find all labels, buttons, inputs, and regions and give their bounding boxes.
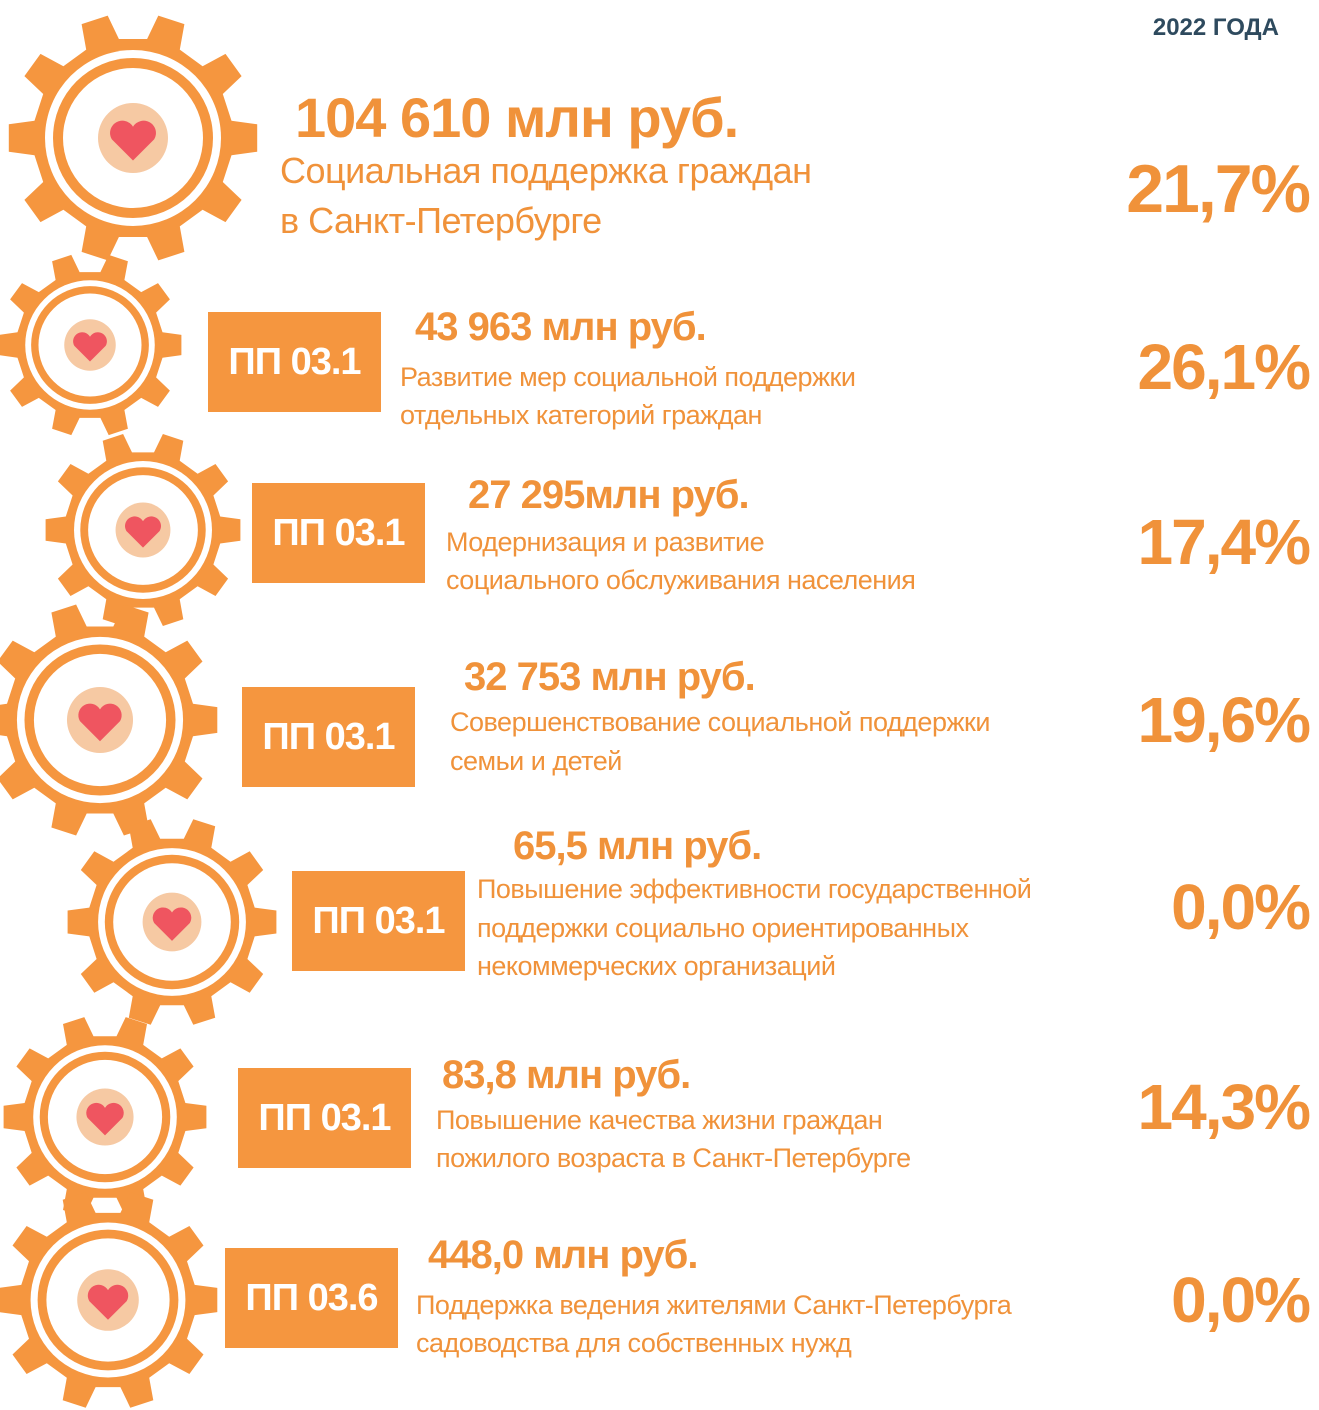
description-line: Социальная поддержка граждан: [280, 150, 812, 192]
amount: 43 963 млн руб.: [415, 305, 706, 350]
description-line: Развитие мер социальной поддержки: [400, 362, 855, 393]
gear-layer: [0, 0, 1319, 1410]
description-line: Повышение качества жизни граждан: [436, 1105, 882, 1136]
program-code: ПП 03.1: [292, 871, 465, 971]
percent: 14,3%: [1138, 1070, 1309, 1144]
percent: 0,0%: [1171, 1263, 1309, 1337]
description-line: Модернизация и развитие: [446, 527, 764, 558]
amount: 27 295млн руб.: [468, 473, 749, 518]
amount: 104 610 млн руб.: [295, 85, 738, 150]
program-code: ПП 03.1: [242, 687, 415, 787]
period-header: 2022 ГОДА: [1153, 14, 1279, 42]
program-code: ПП 03.1: [238, 1068, 411, 1168]
description-line: семьи и детей: [450, 746, 622, 777]
program-code: ПП 03.1: [252, 483, 425, 583]
description-line: некоммерческих организаций: [477, 951, 835, 982]
description-line: поддержки социально ориентированных: [477, 913, 968, 944]
description-line: Поддержка ведения жителями Санкт-Петербу…: [416, 1290, 1011, 1321]
description-line: Повышение эффективности государственной: [477, 874, 1031, 905]
program-code: ПП 03.1: [208, 312, 381, 412]
percent: 21,7%: [1126, 150, 1309, 228]
description-line: садоводства для собственных нужд: [416, 1328, 851, 1359]
percent: 0,0%: [1171, 870, 1309, 944]
infographic: 2022 ГОДА 104 610 млн руб.Социальная под…: [0, 0, 1319, 1410]
amount: 32 753 млн руб.: [464, 655, 755, 700]
percent: 26,1%: [1138, 330, 1309, 404]
description-line: отдельных категорий граждан: [400, 400, 762, 431]
description-line: социального обслуживания населения: [446, 565, 915, 596]
amount: 448,0 млн руб.: [428, 1233, 697, 1278]
percent: 19,6%: [1138, 683, 1309, 757]
amount: 83,8 млн руб.: [442, 1053, 690, 1098]
description-line: пожилого возраста в Санкт-Петербурге: [436, 1143, 911, 1174]
description-line: Совершенствование социальной поддержки: [450, 707, 990, 738]
amount: 65,5 млн руб.: [513, 824, 761, 869]
program-code: ПП 03.6: [225, 1248, 398, 1348]
description-line: в Санкт-Петербурге: [280, 200, 602, 242]
percent: 17,4%: [1138, 505, 1309, 579]
